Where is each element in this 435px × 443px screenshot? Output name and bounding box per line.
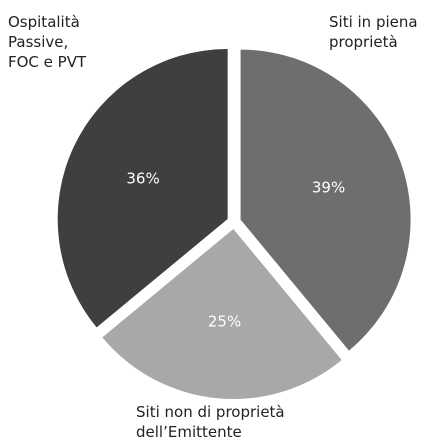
value-label: 36% [126,170,159,188]
slice-label: Ospitalità Passive, FOC e PVT [8,13,87,71]
value-label: 25% [208,313,241,331]
pie-slice [102,228,342,399]
slice-label: Siti non di proprietà dell’Emittente [136,403,285,441]
pie-slice [57,49,228,328]
slice-label: Siti in piena proprietà [329,13,418,51]
pie-slice [240,49,411,351]
value-label: 39% [312,178,345,196]
